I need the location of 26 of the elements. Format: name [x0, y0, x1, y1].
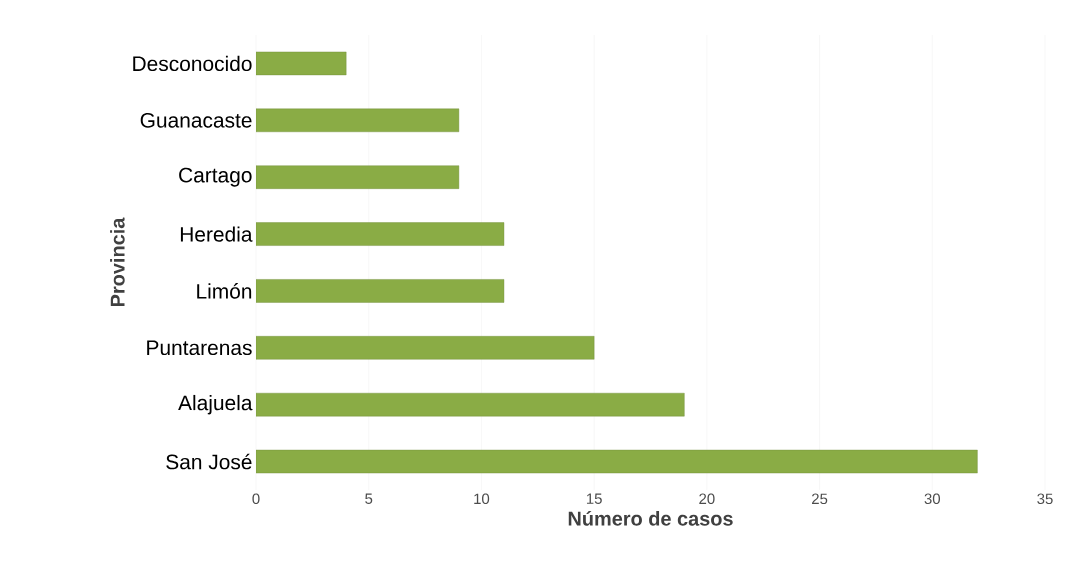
x-tick-label: 5 — [365, 493, 373, 504]
y-tick-label: San José — [166, 453, 252, 470]
x-tick-label: 30 — [924, 493, 941, 505]
y-tick-label: Limón — [197, 283, 252, 299]
bar — [256, 108, 460, 133]
bar — [256, 336, 595, 360]
bar — [256, 449, 978, 474]
x-tick-label: 20 — [699, 493, 715, 505]
y-tick-label: Guanacaste — [140, 112, 252, 128]
x-tick-label: 25 — [812, 493, 828, 505]
bar — [256, 165, 460, 189]
y-tick-label: Puntarenas — [147, 340, 252, 356]
y-axis-title: Provincia — [110, 217, 125, 307]
x-axis-title: Número de casos — [568, 510, 733, 526]
x-tick-label: 15 — [586, 493, 602, 504]
bar — [256, 279, 505, 303]
bar — [256, 222, 505, 246]
x-tick-label: 10 — [474, 493, 490, 505]
y-tick-label: Heredia — [180, 226, 253, 242]
y-tick-label: Desconocido — [133, 55, 252, 72]
bar — [256, 392, 685, 417]
y-tick-label: Alajuela — [178, 394, 253, 415]
bar — [256, 51, 347, 76]
x-tick-label: 0 — [252, 493, 260, 505]
x-tick-label: 35 — [1037, 493, 1053, 505]
y-tick-label: Cartago — [179, 167, 252, 187]
